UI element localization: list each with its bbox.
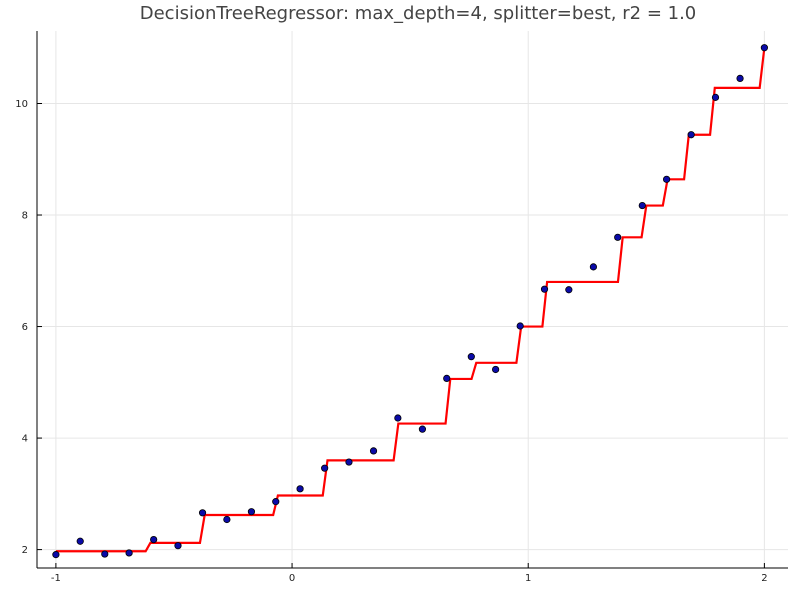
y-tick-label: 2 — [22, 545, 28, 556]
data-point — [247, 508, 256, 516]
data-point — [492, 365, 500, 374]
ticks-layer: -1 0 1 2 2 4 6 8 10 — [15, 99, 767, 584]
data-point — [150, 535, 158, 544]
data-point — [687, 131, 695, 139]
data-point — [296, 485, 304, 493]
data-point — [418, 425, 427, 433]
chart-title: DecisionTreeRegressor: max_depth=4, spli… — [140, 3, 697, 24]
data-point — [174, 542, 182, 550]
x-tick-label: 0 — [289, 573, 295, 584]
data-point — [443, 374, 451, 383]
x-tick-label: -1 — [51, 573, 61, 584]
data-point — [736, 74, 744, 82]
data-point — [711, 93, 720, 101]
y-tick-label: 6 — [22, 322, 28, 333]
y-tick-label: 8 — [22, 211, 28, 222]
data-point — [760, 44, 768, 52]
data-point — [516, 322, 524, 330]
data-point — [565, 286, 573, 294]
data-point — [345, 458, 353, 466]
data-point — [125, 549, 133, 557]
y-tick-label: 10 — [15, 99, 28, 110]
x-tick-label: 1 — [525, 573, 531, 584]
data-point — [76, 537, 84, 545]
axes-layer — [36, 31, 788, 569]
x-tick-label: 2 — [761, 573, 767, 584]
y-tick-label: 4 — [22, 434, 28, 445]
data-point — [663, 175, 671, 183]
data-point — [321, 464, 329, 472]
data-point — [638, 201, 646, 210]
data-point — [369, 447, 378, 455]
data-point — [589, 263, 598, 271]
data-point — [394, 414, 402, 422]
data-point — [614, 233, 622, 241]
data-point — [272, 498, 280, 506]
fit-step-line — [55, 47, 766, 553]
data-point — [198, 509, 207, 517]
grid-layer — [37, 31, 788, 568]
data-point — [223, 515, 231, 524]
data-point — [467, 353, 475, 361]
series-layer — [52, 44, 768, 559]
data-point — [101, 550, 109, 558]
data-point — [540, 285, 549, 293]
data-point — [52, 551, 60, 559]
